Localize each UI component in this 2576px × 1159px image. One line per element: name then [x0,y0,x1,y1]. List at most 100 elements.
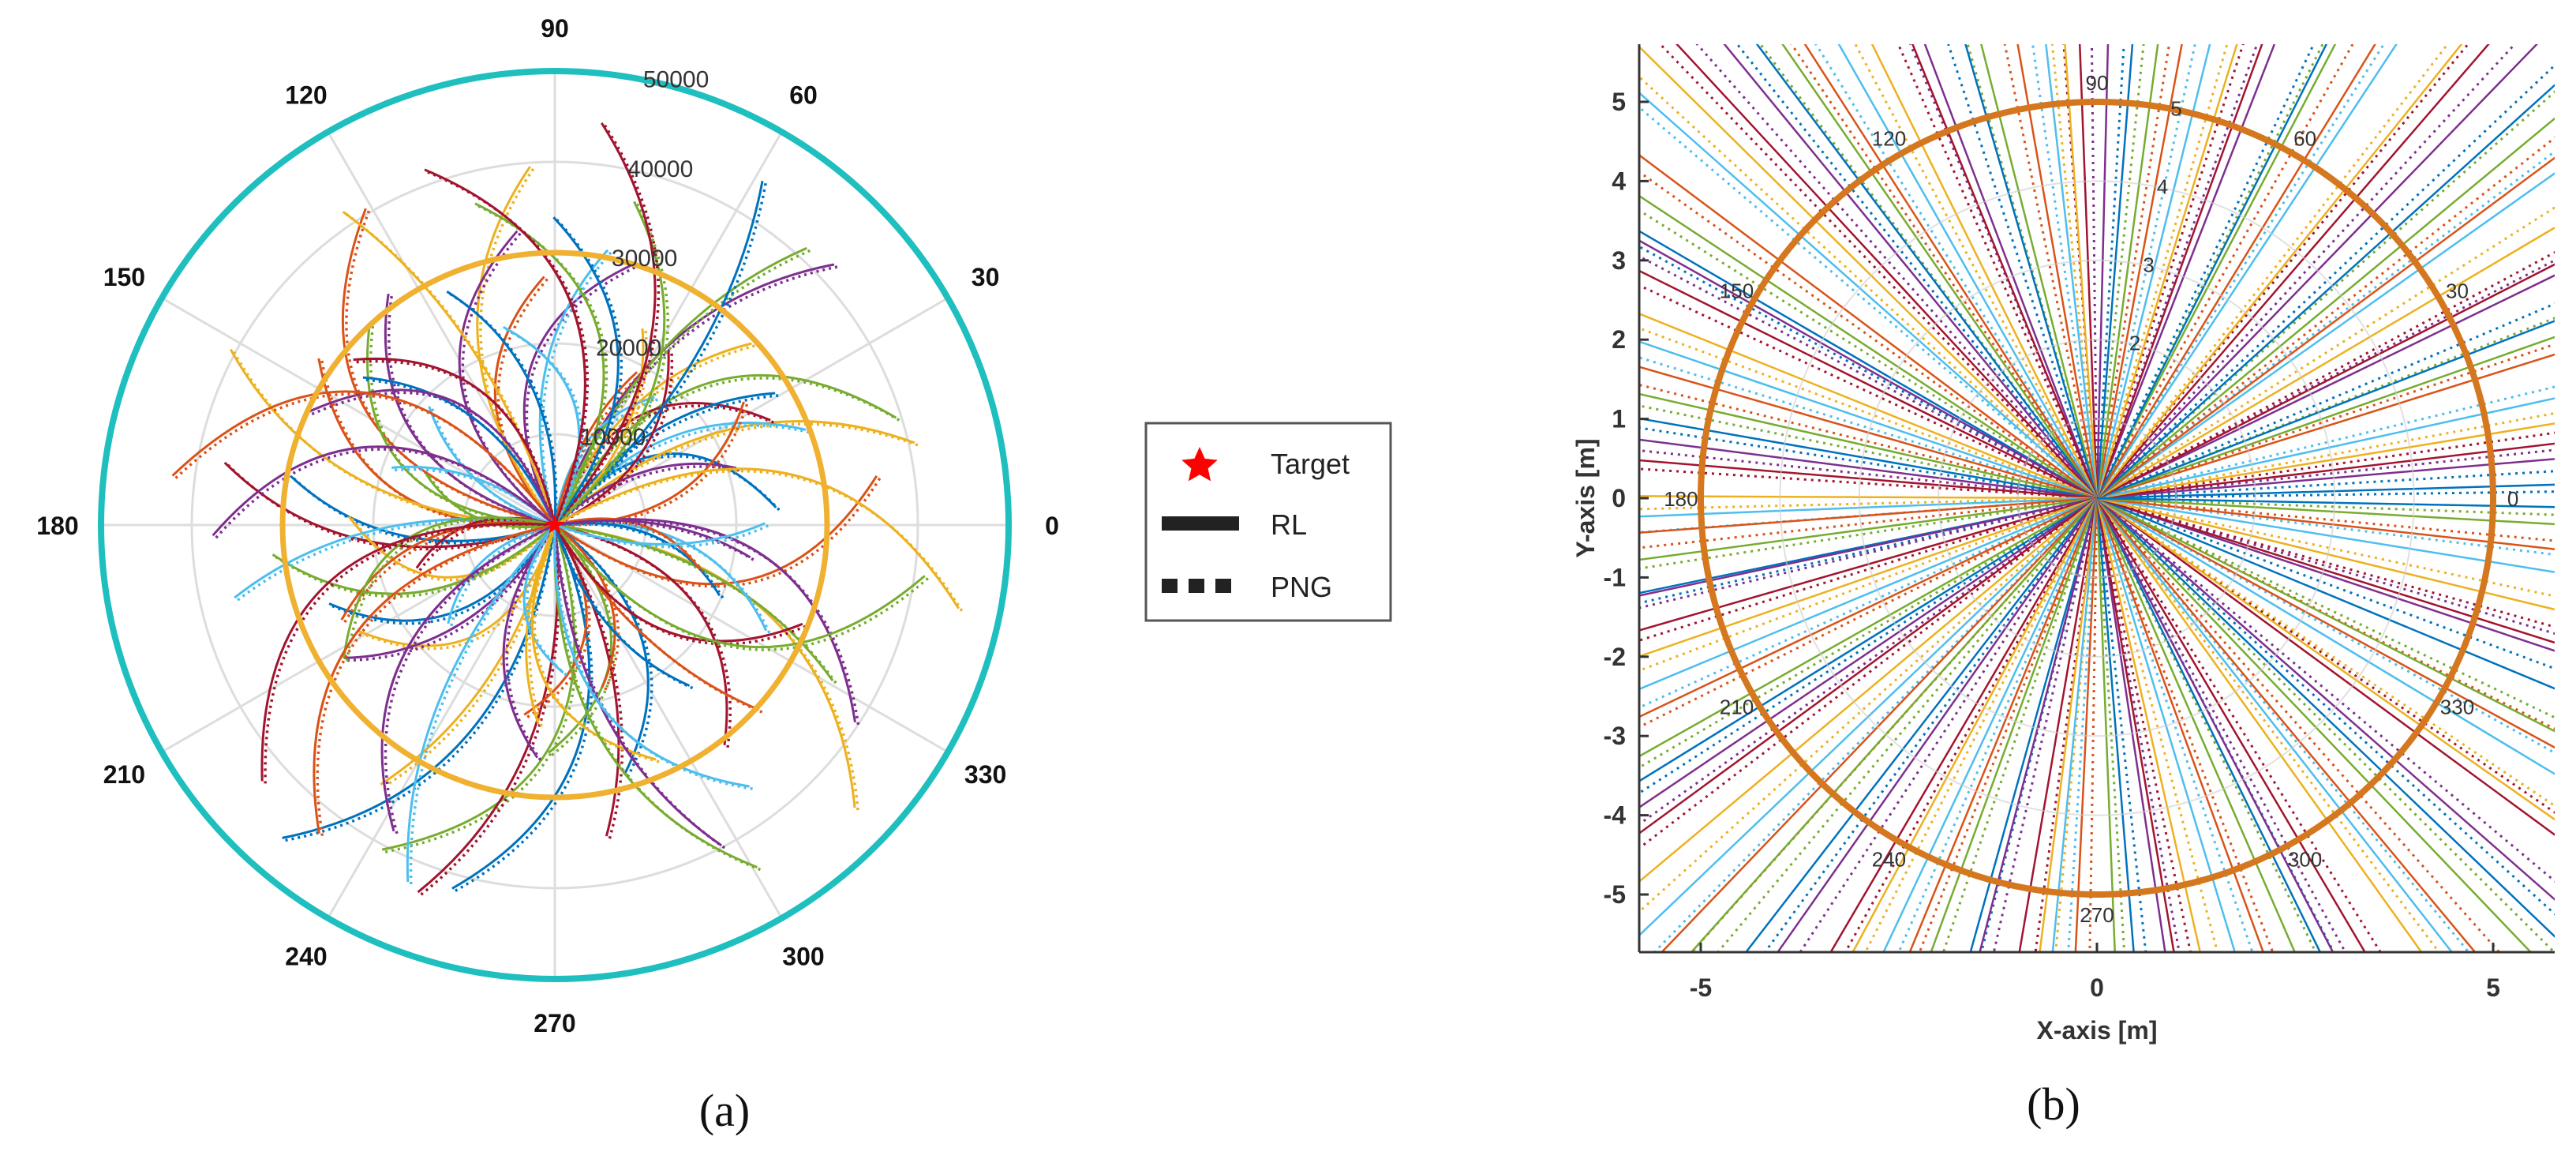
r-gridline [1779,180,2415,816]
trajectory-rl [1639,313,2098,500]
trajectory-png [384,523,556,835]
trajectory-rl [2096,497,2555,526]
trajectory-rl [1781,44,2099,499]
trajectory-png [1639,497,2098,642]
legend-label-png: PNG [1271,571,1332,603]
trajectory-rl [2095,497,2265,952]
trajectory-png [2095,63,2555,500]
trajectory-rl [1639,392,2098,500]
trajectory-png [2096,497,2555,516]
y-tick-label: 4 [1612,167,1626,195]
trajectory-rl [1852,497,2099,952]
trajectory-rl [2096,458,2555,500]
trajectory-rl [2096,497,2555,690]
trajectory-png [1897,497,2099,952]
trajectory-png [2096,385,2555,500]
trajectory-png [1653,497,2099,952]
trajectory-rl [424,168,586,526]
y-tick-label: -4 [1604,801,1627,830]
trajectory-png [1908,44,2099,499]
trajectory-rl [1639,497,2098,597]
trajectory-rl [2018,497,2099,952]
y-tick-label: -1 [1604,563,1626,591]
target-star [545,515,565,534]
trajectory-png [1639,106,2098,500]
trajectory-png [2096,470,2555,500]
trajectory-png [2096,497,2555,814]
trajectory-rl [212,445,556,537]
trajectory-png [1639,426,2098,500]
theta-label: 0 [2507,487,2518,511]
trajectory-png [345,210,556,527]
r-tick-label: 40000 [627,156,693,182]
polar-labels-b: 0 30 60 90 120 150 180 210 240 270 300 330 2 3 4 5 [1664,71,2518,927]
r-tick-label: 10000 [580,425,646,451]
trajectory-png [1763,497,2099,952]
theta-label: 240 [1872,848,1906,872]
panel-label-a: (a) [699,1085,750,1136]
trajectory-png [1844,497,2099,952]
trajectory-png [2096,317,2555,500]
trajectory-png [1863,497,2099,952]
trajectory-rl [1639,497,2098,518]
trajectory-rl [1870,44,2099,499]
trajectory-rl [2016,44,2099,499]
theta-label: 150 [1720,279,1754,303]
trajectory-png [2050,44,2099,499]
trajectory-png [227,463,556,551]
trajectory-rl [2078,44,2099,499]
trajectory-rl [554,522,766,546]
trajectory-png [2095,497,2147,952]
trajectory-rl [1639,497,2098,658]
trajectory-rl [553,524,691,687]
trajectory-png [2095,497,2470,952]
trajectory-rl [2095,44,2183,499]
trajectory-rl [2096,497,2454,952]
trajectory-png [1639,356,2098,500]
trajectory-rl [2095,44,2328,499]
trajectory-rl [384,293,556,527]
trajectory-rl [2095,497,2135,952]
trajectory-png [553,377,900,526]
trajectory-png [215,448,556,539]
theta-gridline-150 [161,297,556,527]
trajectory-rl [171,390,556,526]
trajectory-png [455,524,593,892]
trajectories-b [1639,44,2555,952]
trajectory-png [541,251,612,526]
trajectory-rl [1639,497,2098,937]
theta-tick-label: 240 [285,943,327,971]
trajectory-rl [2096,422,2555,500]
trajectory-png [2095,497,2555,952]
trajectory-rl [2096,497,2477,952]
trajectory-rl [2096,336,2555,500]
legend-label-target: Target [1271,448,1350,480]
trajectory-png [383,524,556,788]
trajectory-png [2054,497,2099,952]
theta-tick-label: 330 [964,760,1006,789]
r-tick-label: 20000 [596,335,661,361]
trajectory-png [388,295,556,527]
trajectory-rl [1980,44,2099,499]
trajectory-png [285,524,556,842]
trajectory-png [496,278,556,527]
y-tick-label: 1 [1612,405,1626,433]
trajectory-rl [2096,497,2555,733]
y-axis-label-b: Y-axis [m] [1571,438,1600,557]
trajectory-rl [2096,353,2555,500]
trajectory-png [1799,497,2099,952]
r-label: 5 [2170,97,2181,121]
trajectory-png [345,212,556,526]
r-gridline [1858,259,2336,737]
trajectory-png [1716,497,2099,952]
trajectory-png [1639,497,2098,729]
trajectory-rl [2096,497,2555,901]
trajectory-rl [553,524,722,847]
trajectory-rl [1639,497,2098,809]
trajectory-rl [554,467,960,610]
theta-tick-label: 150 [103,263,145,291]
trajectory-rl [2095,44,2110,499]
y-tick-label: 5 [1612,88,1626,116]
trajectory-rl [2096,497,2555,611]
trajectory-png [2095,44,2125,499]
